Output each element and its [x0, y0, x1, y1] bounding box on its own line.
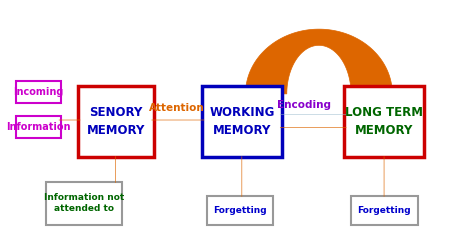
FancyBboxPatch shape [202, 86, 282, 157]
FancyBboxPatch shape [16, 81, 61, 103]
Text: Attention: Attention [149, 103, 205, 113]
FancyBboxPatch shape [207, 196, 273, 224]
FancyBboxPatch shape [16, 116, 61, 138]
FancyBboxPatch shape [351, 196, 418, 224]
Text: Forgetting: Forgetting [213, 205, 266, 215]
Text: WORKING
MEMORY: WORKING MEMORY [210, 106, 275, 137]
Text: Forgetting: Forgetting [357, 205, 411, 215]
FancyBboxPatch shape [46, 182, 122, 224]
Polygon shape [246, 29, 392, 94]
Text: Incoming: Incoming [13, 87, 64, 97]
Text: Information: Information [6, 122, 71, 132]
FancyBboxPatch shape [78, 86, 154, 157]
FancyBboxPatch shape [344, 86, 424, 157]
Text: SENORY
MEMORY: SENORY MEMORY [87, 106, 145, 137]
Text: Encoding: Encoding [277, 100, 331, 110]
Text: LONG TERM
MEMORY: LONG TERM MEMORY [345, 106, 423, 137]
Text: Information not
attended to: Information not attended to [44, 193, 124, 213]
